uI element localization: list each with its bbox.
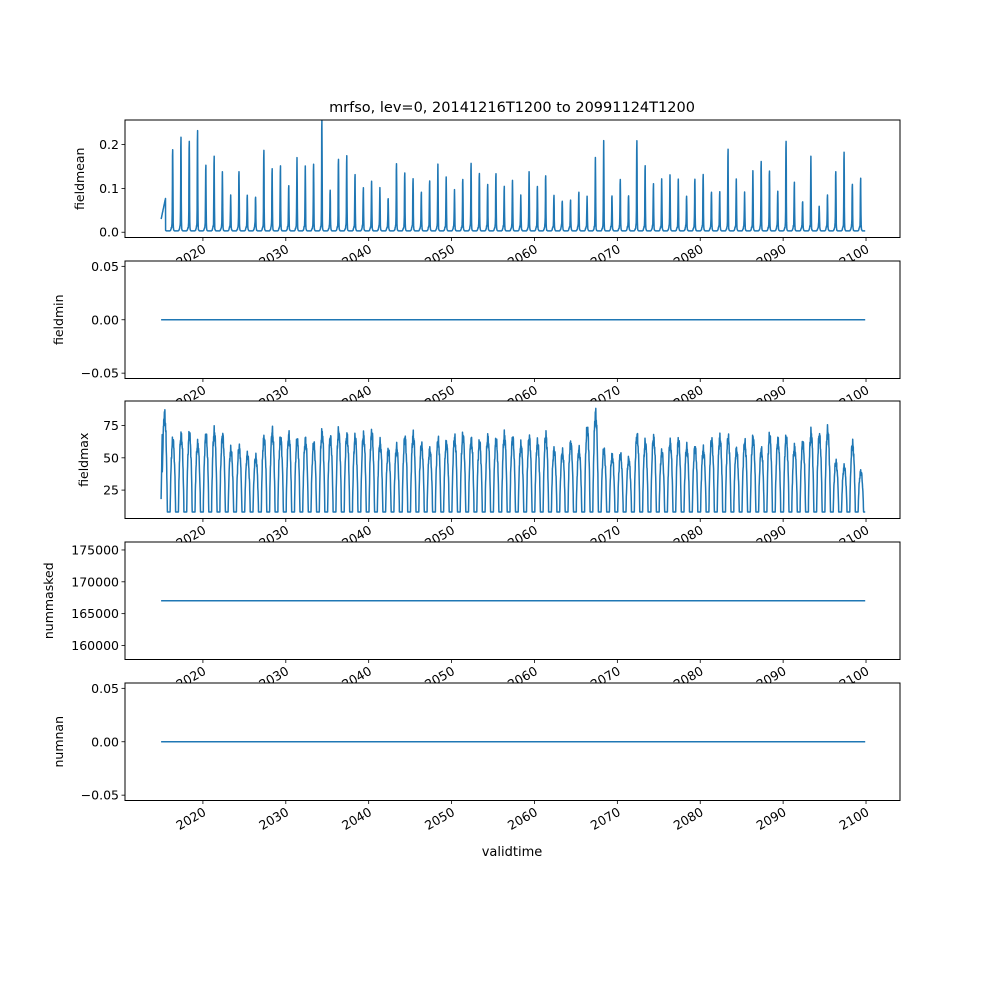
- y-tick-label: 0.2: [99, 137, 119, 152]
- panel-numnan: −0.05 0.00 0.05 numnan 2020 2030 2040 2050 2060 2…: [51, 681, 901, 833]
- y-tick-label: 75: [103, 418, 119, 433]
- y-axis-label: fieldmax: [76, 433, 91, 487]
- y-tick-label: 165000: [71, 606, 119, 621]
- y-tick-label: 160000: [71, 638, 119, 653]
- y-tick-label: 25: [103, 483, 119, 498]
- y-tick-label: 0.1: [99, 181, 119, 196]
- y-tick-label: 0.00: [91, 312, 119, 327]
- y-tick-label: 0.05: [91, 259, 119, 274]
- y-axis-label: fieldmin: [51, 294, 66, 345]
- x-axis-label: validtime: [482, 845, 543, 860]
- axes-frame: [124, 541, 901, 660]
- axes-frame: [124, 400, 901, 519]
- y-tick-label: −0.05: [81, 366, 119, 381]
- series-line-fieldmean: [160, 119, 866, 232]
- x-tick-label: 2040: [339, 804, 374, 833]
- x-tick-label: 2080: [671, 804, 706, 833]
- x-tick-label: 2050: [422, 804, 457, 833]
- x-tick-label: 2070: [588, 804, 623, 833]
- y-tick-label: −0.05: [81, 788, 119, 803]
- y-axis-label: numnan: [51, 716, 66, 768]
- series-line-fieldmax: [160, 407, 866, 513]
- y-tick-label: 0.00: [91, 734, 119, 749]
- x-tick-label: 2100: [836, 804, 871, 833]
- y-tick-label: 0.05: [91, 681, 119, 696]
- x-tick-label: 2060: [505, 804, 540, 833]
- y-axis-label: fieldmean: [72, 148, 87, 210]
- x-tick-label: 2030: [256, 804, 291, 833]
- y-axis-label: nummasked: [41, 562, 56, 639]
- y-tick-label: 50: [103, 450, 119, 465]
- chart-title: mrfso, lev=0, 20141216T1200 to 20991124T…: [329, 100, 695, 116]
- y-tick-label: 0.0: [99, 225, 119, 240]
- x-tick-label: 2090: [754, 804, 789, 833]
- y-tick-label: 175000: [71, 542, 119, 557]
- axes-frame: [124, 119, 901, 238]
- y-tick-label: 170000: [71, 574, 119, 589]
- x-tick-label: 2020: [173, 804, 208, 833]
